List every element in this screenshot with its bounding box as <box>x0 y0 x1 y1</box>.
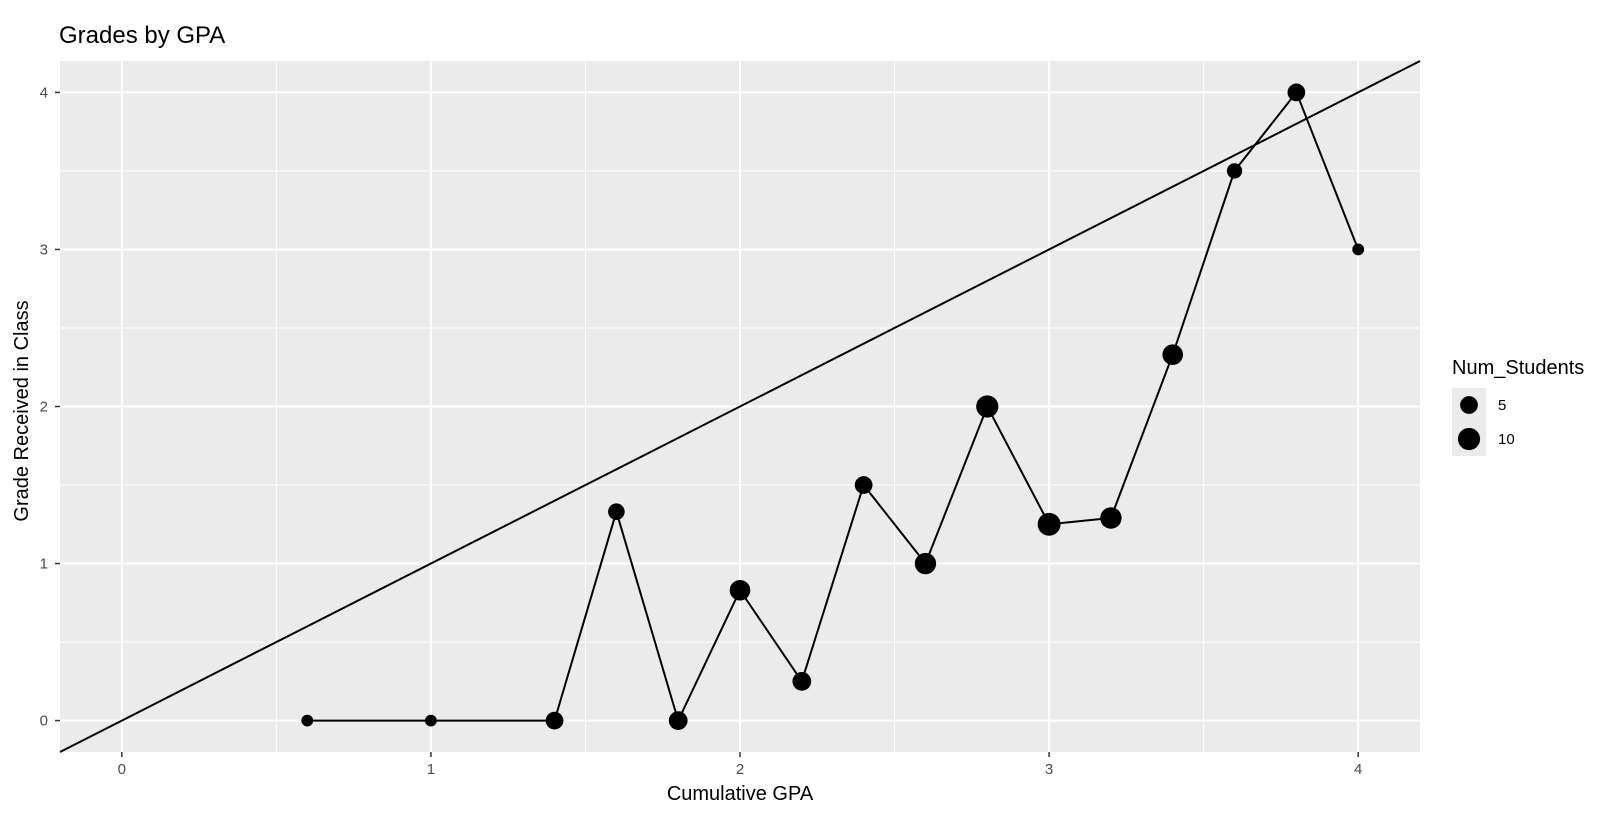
data-point <box>1287 83 1306 102</box>
data-point <box>1162 344 1184 365</box>
legend-label: 10 <box>1498 431 1515 448</box>
data-point <box>668 711 688 730</box>
reference-line-layer <box>59 60 1421 753</box>
legend-title: Num_Students <box>1452 357 1584 379</box>
legend-key-symbol <box>1457 427 1481 451</box>
x-tick-label: 4 <box>1354 761 1362 778</box>
y-tick-label: 3 <box>40 241 48 258</box>
data-point <box>792 671 812 691</box>
y-tick-label: 4 <box>40 84 48 101</box>
y-axis: 0 1 2 3 4 <box>40 84 60 730</box>
y-tick-label: 1 <box>40 556 48 573</box>
legend-label: 5 <box>1498 397 1506 414</box>
legend-key-symbol <box>1460 396 1478 414</box>
points-layer <box>301 83 1365 730</box>
data-point <box>545 711 564 730</box>
data-point <box>976 395 999 418</box>
data-point <box>425 714 437 727</box>
y-axis-title: Grade Received in Class <box>11 300 33 521</box>
chart-title: Grades by GPA <box>59 22 225 49</box>
x-axis: 0 1 2 3 4 <box>118 752 1362 778</box>
x-tick-label: 0 <box>118 761 126 778</box>
data-point <box>854 476 873 494</box>
reference-line <box>59 60 1421 753</box>
data-point <box>1037 512 1061 536</box>
y-tick-label: 2 <box>40 399 48 416</box>
data-point <box>301 714 314 727</box>
legend-keys: 5 10 <box>1452 388 1515 456</box>
x-tick-label: 3 <box>1045 761 1053 778</box>
data-point <box>608 503 625 521</box>
series-line <box>307 90 1360 724</box>
data-point <box>1226 163 1243 179</box>
data-point <box>729 579 751 601</box>
data-point <box>914 552 937 575</box>
series-line-layer <box>307 90 1360 724</box>
x-axis-title: Cumulative GPA <box>667 783 814 805</box>
data-point <box>1100 507 1122 529</box>
legend: Num_Students 5 10 <box>1452 357 1584 456</box>
x-tick-label: 1 <box>427 761 435 778</box>
y-tick-label: 0 <box>40 713 48 730</box>
data-point <box>1352 243 1365 256</box>
x-tick-label: 2 <box>736 761 744 778</box>
